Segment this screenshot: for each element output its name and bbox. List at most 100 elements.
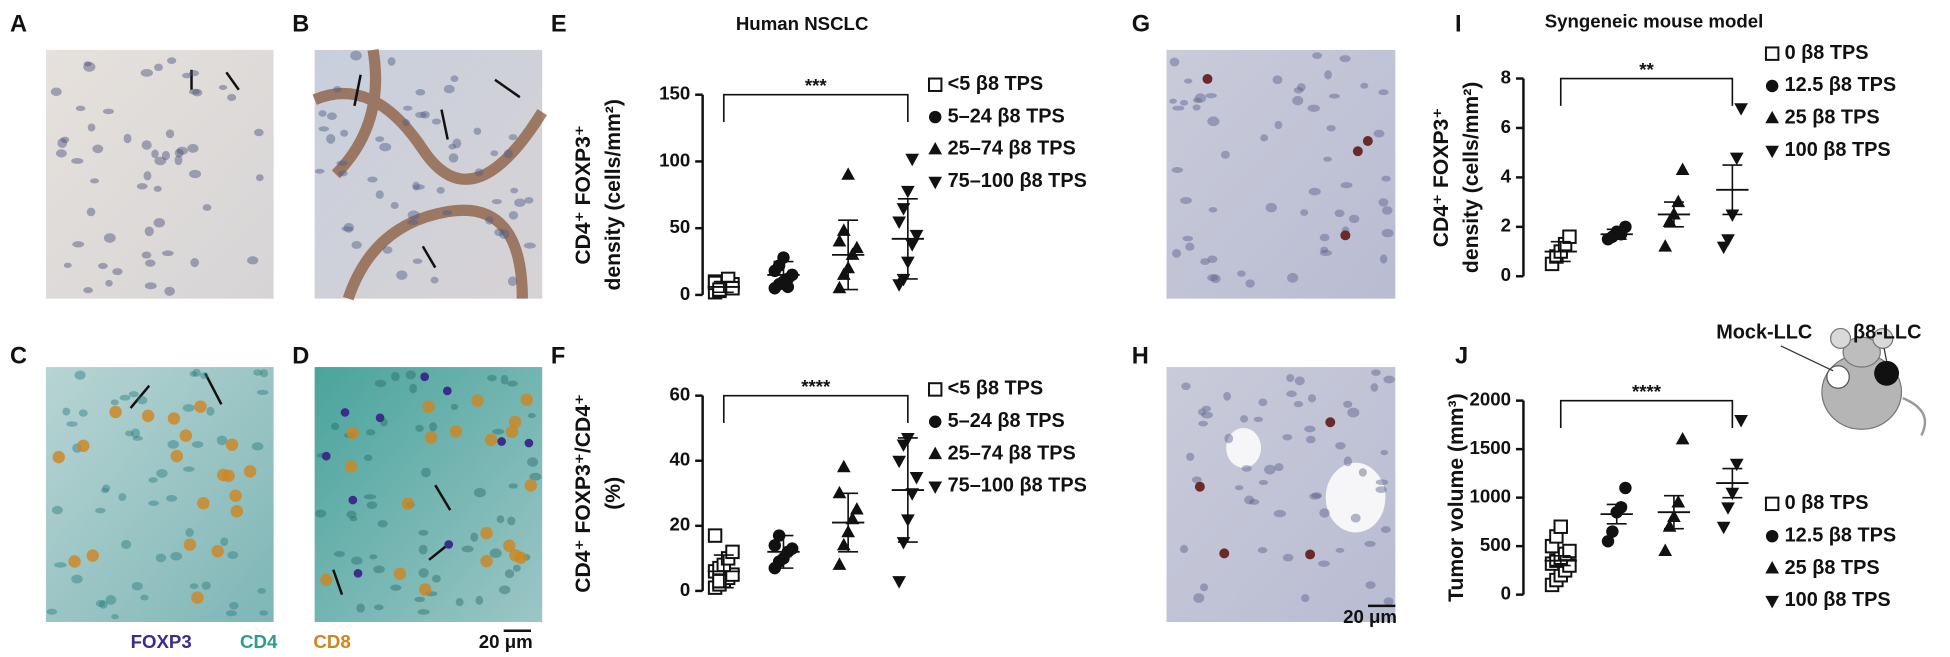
nucleus [170,551,183,561]
point [1721,234,1735,247]
nucleus [90,178,100,184]
nucleus [55,149,67,158]
nucleus [218,85,228,91]
point [1619,220,1632,234]
nucleus [1179,544,1189,554]
nucleus [103,233,116,243]
nucleus [349,515,358,522]
nucleus [161,150,170,161]
foxp3-cell [1194,481,1205,492]
cd8-cell [505,425,519,439]
cd8-cell [422,400,435,413]
nucleus [407,210,420,220]
nucleus [403,105,413,111]
nucleus [1205,92,1217,99]
panel-label: C [10,343,27,369]
y-axis-label: CD4⁺ FOXP3⁺/CD4⁺ [572,394,595,593]
nucleus [1318,560,1330,567]
nucleus [498,585,511,595]
panel-label: A [10,11,27,37]
nucleus [1201,405,1211,412]
nucleus [1197,408,1207,416]
nucleus [189,169,202,179]
nucleus [390,584,402,591]
nucleus [1265,202,1277,213]
nucleus [510,187,519,194]
nucleus [167,440,179,449]
nucleus [227,93,237,102]
cd8-cell [524,479,537,492]
y-tick-label: 6 [1501,116,1511,137]
nucleus [1194,93,1207,103]
micrographs [46,49,1396,622]
error-bar [1663,494,1684,530]
nucleus [1282,553,1294,562]
chart: Syngeneic mouse model 0 2 4 6 8 CD4⁺ FOXP3⁺ den… [1430,10,1896,285]
nucleus [153,217,165,228]
nucleus [1286,390,1297,398]
point [905,239,920,252]
nucleus [1364,540,1376,547]
nucleus [374,379,387,388]
nucleus [153,185,162,192]
nucleus [429,422,438,432]
significance-bracket [1559,77,1734,106]
nucleus [1234,485,1244,491]
nucleus [57,138,68,148]
nucleus [105,279,113,287]
point [1601,535,1615,548]
point [1721,502,1735,515]
foxp3-cell [1219,548,1230,559]
significance-bracket [722,394,909,424]
error-bar [897,198,918,280]
chart: 0 20 40 60 CD4⁺ FOXP3⁺/CD4⁺ (%) **** <5 β8 TPS 5… [572,376,1087,600]
foxp3-cell [1325,417,1336,428]
nucleus [1375,479,1389,486]
nucleus [473,487,486,498]
nucleus [486,374,497,382]
cd8-cell [503,539,516,552]
nucleus [1324,70,1332,80]
point [781,280,795,294]
nucleus [112,268,123,276]
nucleus [1207,255,1218,264]
nucleus [366,429,376,436]
legend-marker [1765,145,1780,159]
foxp3-cell [1340,230,1351,241]
nucleus [128,391,139,398]
point [896,537,911,550]
nucleus [118,493,127,502]
nucleus [1347,407,1360,418]
foxp3-cell [1305,549,1316,560]
nucleus [448,143,457,150]
y-tick-label: 500 [1480,534,1511,555]
legend-label: 25 β8 TPS [1785,107,1880,129]
nucleus [191,441,204,448]
nucleus [346,510,357,519]
cd8-cell [480,554,493,568]
nucleus [1179,99,1189,106]
nucleus [418,544,428,555]
y-tick-label: 1000 [1470,486,1511,507]
nucleus [1320,246,1329,254]
nucleus [341,226,354,232]
nucleus [450,403,459,410]
nucleus [86,207,96,217]
nucleus [1192,104,1201,111]
nucleus [1244,495,1255,505]
nucleus [141,251,152,259]
point [896,203,911,216]
nucleus [206,406,215,416]
nucleus [102,108,115,115]
nucleus [1171,167,1184,173]
nucleus [314,168,325,174]
nucleus [407,219,419,225]
foxp3-cell [1362,135,1373,146]
error-bar [1722,164,1743,216]
nucleus [350,50,362,61]
nucleus [450,75,459,82]
nucleus [148,477,158,483]
scale-bar-label: 20 μm [479,631,533,652]
legend-marker [1765,110,1780,124]
